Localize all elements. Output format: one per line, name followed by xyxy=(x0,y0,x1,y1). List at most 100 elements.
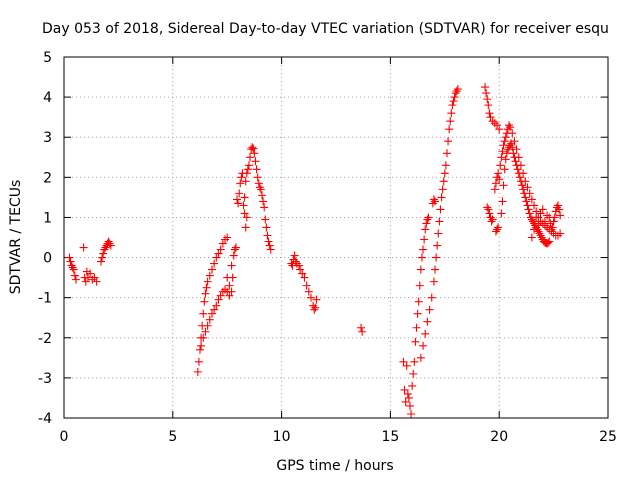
data-point xyxy=(230,245,239,254)
data-point xyxy=(203,321,212,330)
data-point xyxy=(240,193,249,202)
data-point xyxy=(433,241,442,250)
data-point xyxy=(494,223,503,232)
data-point xyxy=(243,165,252,174)
data-point xyxy=(537,233,546,242)
data-point xyxy=(427,293,436,302)
data-point xyxy=(312,295,321,304)
data-point xyxy=(214,295,223,304)
data-point xyxy=(304,287,313,296)
x-axis-label: GPS time / hours xyxy=(276,458,393,474)
data-point xyxy=(235,189,244,198)
data-point xyxy=(428,199,437,208)
data-point xyxy=(237,173,246,182)
y-tick-label: 0 xyxy=(43,251,52,267)
data-point xyxy=(244,161,253,170)
data-point xyxy=(256,185,265,194)
data-point xyxy=(210,259,219,268)
data-point xyxy=(536,231,545,240)
data-point xyxy=(419,341,428,350)
data-point xyxy=(497,153,506,162)
data-point xyxy=(194,357,203,366)
data-point xyxy=(556,211,565,220)
data-point xyxy=(96,257,105,266)
data-point xyxy=(106,241,115,250)
y-tick-label: 5 xyxy=(43,50,52,66)
data-point xyxy=(516,161,525,170)
data-point xyxy=(223,273,232,282)
data-point xyxy=(490,185,499,194)
data-point xyxy=(358,327,367,336)
data-point xyxy=(216,291,225,300)
y-tick-label: -2 xyxy=(38,331,52,347)
data-point xyxy=(205,271,214,280)
data-point xyxy=(495,125,504,134)
data-point xyxy=(404,393,413,402)
data-point xyxy=(506,123,515,132)
data-point xyxy=(298,269,307,278)
data-point xyxy=(196,345,204,354)
data-point xyxy=(201,289,210,298)
data-point xyxy=(503,145,512,154)
data-point xyxy=(484,101,493,110)
data-point xyxy=(227,287,236,296)
data-point xyxy=(402,361,411,370)
data-point xyxy=(407,409,416,418)
data-point xyxy=(399,357,408,366)
data-point xyxy=(538,219,547,228)
data-point xyxy=(515,173,524,182)
data-point xyxy=(435,217,444,226)
data-point xyxy=(405,401,414,410)
data-point xyxy=(258,191,267,200)
data-point xyxy=(486,213,495,222)
data-point xyxy=(200,297,209,306)
data-point xyxy=(525,209,534,218)
data-point xyxy=(101,243,110,252)
data-point xyxy=(431,265,440,274)
data-point xyxy=(521,193,530,202)
data-point xyxy=(451,89,460,98)
x-tick-label: 5 xyxy=(168,429,177,445)
data-point xyxy=(495,175,504,184)
data-point xyxy=(522,197,531,206)
data-point xyxy=(540,217,549,226)
data-point xyxy=(92,277,101,286)
data-point xyxy=(241,223,250,232)
data-point xyxy=(246,153,255,162)
data-point xyxy=(212,301,221,310)
data-point xyxy=(545,237,554,246)
data-point xyxy=(413,309,422,318)
data-point xyxy=(440,169,449,178)
data-point xyxy=(306,293,315,302)
data-point xyxy=(528,217,537,226)
y-tick-label: 1 xyxy=(43,210,52,226)
data-point xyxy=(242,213,251,222)
data-point xyxy=(434,229,443,238)
data-point xyxy=(497,209,506,218)
data-point xyxy=(512,145,521,154)
data-point xyxy=(499,181,508,190)
y-tick-labels: -4 -3 -2 -1 0 1 2 3 4 5 xyxy=(38,50,52,427)
data-point xyxy=(414,297,423,306)
data-point xyxy=(486,113,495,122)
data-point xyxy=(266,245,275,254)
data-point xyxy=(493,121,502,130)
x-tick-label: 25 xyxy=(599,429,617,445)
data-point xyxy=(448,101,457,110)
x-tick-label: 20 xyxy=(490,429,508,445)
data-point xyxy=(421,329,430,338)
data-point xyxy=(553,231,562,240)
data-point xyxy=(300,273,309,282)
data-point xyxy=(510,137,519,146)
data-point xyxy=(67,261,76,270)
data-point xyxy=(483,95,492,104)
data-point xyxy=(530,225,539,234)
data-point xyxy=(483,203,492,212)
data-point xyxy=(421,225,430,234)
data-point xyxy=(429,195,438,204)
data-point xyxy=(501,155,510,164)
marker-layer xyxy=(65,83,565,418)
data-point xyxy=(452,87,461,96)
data-point xyxy=(65,253,74,262)
data-point xyxy=(234,199,243,208)
